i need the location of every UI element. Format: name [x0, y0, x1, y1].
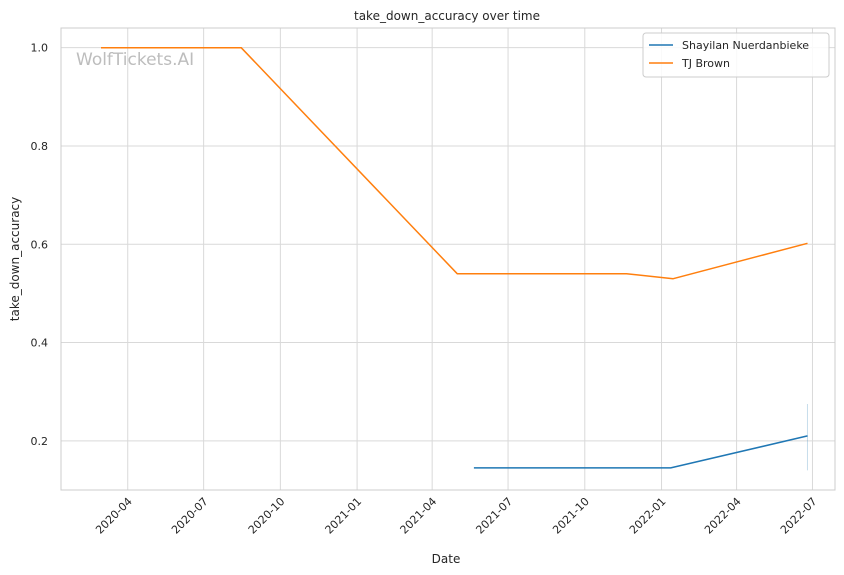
watermark: WolfTickets.AI [76, 50, 194, 70]
legend: Shayilan Nuerdanbieke TJ Brown [642, 32, 830, 78]
chart-title: take_down_accuracy over time [354, 9, 540, 23]
series-1-line [101, 46, 808, 280]
x-tick-label: 2022-01 [627, 495, 669, 537]
x-axis-title: Date [432, 552, 461, 566]
x-tick-label: 2021-01 [323, 495, 365, 537]
series-0-line [473, 435, 808, 469]
legend-label-tj-brown: TJ Brown [681, 57, 730, 70]
y-axis-title: take_down_accuracy [8, 197, 22, 321]
legend-box [642, 32, 830, 78]
legend-label-shayilan: Shayilan Nuerdanbieke [682, 39, 809, 52]
x-tick-label: 2021-04 [398, 495, 440, 537]
x-tick-label: 2022-07 [778, 495, 820, 537]
plot-area-border [60, 27, 836, 491]
x-tick-label: 2021-10 [550, 495, 592, 537]
y-tick-label: 0.8 [31, 140, 49, 153]
x-tick-label: 2020-10 [246, 495, 288, 537]
y-axis-ticks: 0.2 0.4 0.6 0.8 1.0 [31, 42, 49, 448]
y-tick-label: 1.0 [31, 42, 49, 55]
y-tick-label: 0.4 [31, 337, 49, 350]
grid [61, 28, 835, 490]
x-tick-label: 2021-07 [473, 495, 515, 537]
y-tick-label: 0.6 [31, 238, 49, 251]
y-tick-label: 0.2 [31, 435, 49, 448]
x-axis-ticks: 2020-04 2020-07 2020-10 2021-01 2021-04 2021-… [93, 495, 819, 537]
series-layer [101, 46, 808, 471]
x-tick-label: 2020-07 [169, 495, 211, 537]
x-tick-label: 2022-04 [702, 495, 744, 537]
x-tick-label: 2020-04 [93, 495, 135, 537]
